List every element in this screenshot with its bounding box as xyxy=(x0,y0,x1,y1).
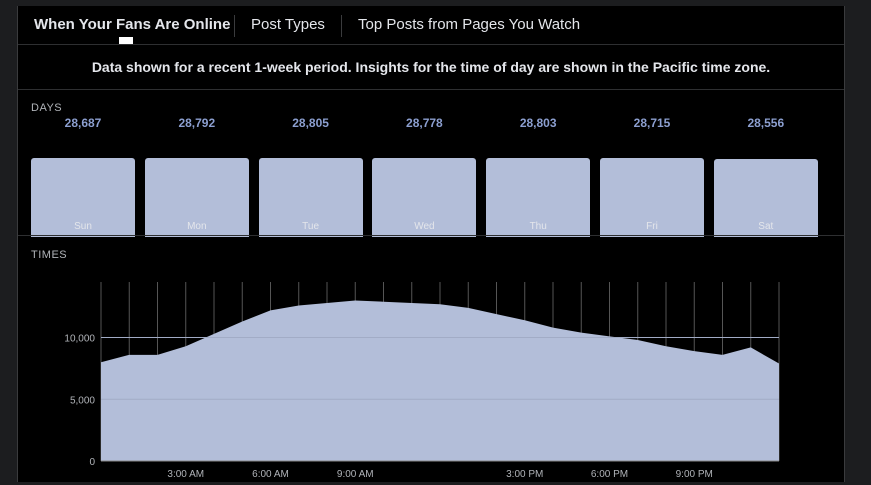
day-name-label: Fri xyxy=(646,221,658,232)
day-value-label: 28,792 xyxy=(178,116,216,130)
x-tick-label: 9:00 PM xyxy=(676,469,713,480)
day-value-label: 28,778 xyxy=(406,116,443,130)
y-tick-label: 10,000 xyxy=(64,334,95,345)
tab-separator xyxy=(341,15,342,37)
day-name-label: Wed xyxy=(414,221,435,232)
day-value-label: 28,805 xyxy=(292,116,329,130)
day-name-label: Sun xyxy=(74,221,92,232)
days-section-label: DAYS xyxy=(31,102,63,114)
active-tab-indicator xyxy=(119,37,133,44)
tab-when-fans-online[interactable]: When Your Fans Are Online xyxy=(34,16,231,33)
day-bar[interactable] xyxy=(486,158,591,237)
tab-post-types[interactable]: Post Types xyxy=(251,16,325,33)
y-tick-label: 5,000 xyxy=(70,395,95,406)
day-bar[interactable] xyxy=(372,158,477,237)
day-column-wed: 28,778 Wed xyxy=(372,114,477,240)
day-column-fri: 28,715 Fri xyxy=(600,114,704,240)
day-name-label: Thu xyxy=(529,221,547,232)
day-value-label: 28,803 xyxy=(519,116,557,130)
times-area-series xyxy=(101,300,779,461)
insights-panel: When Your Fans Are Online Post Types Top… xyxy=(17,6,845,482)
tab-separator xyxy=(234,15,235,37)
day-bar[interactable] xyxy=(600,158,704,237)
day-name-label: Sat xyxy=(758,221,774,232)
day-value-label: 28,556 xyxy=(747,116,785,130)
day-column-tue: 28,805 Tue xyxy=(258,114,363,240)
x-tick-label: 9:00 AM xyxy=(337,469,374,480)
tab-top-posts[interactable]: Top Posts from Pages You Watch xyxy=(358,16,581,33)
times-chart: 0 5,000 10,000 3:00 AM 6:00 AM 9:00 AM 3:00 PM… xyxy=(64,282,780,480)
day-bar[interactable] xyxy=(258,158,363,237)
day-column-mon: 28,792 Mon xyxy=(144,114,249,240)
day-bar[interactable] xyxy=(144,158,249,237)
x-tick-label: 3:00 PM xyxy=(506,469,543,480)
day-bar[interactable] xyxy=(31,158,135,237)
day-name-label: Mon xyxy=(187,221,207,232)
x-tick-label: 6:00 AM xyxy=(252,469,289,480)
day-value-label: 28,715 xyxy=(633,116,671,130)
y-tick-label: 0 xyxy=(89,457,95,468)
x-tick-label: 6:00 PM xyxy=(591,469,628,480)
timezone-notice: Data shown for a recent 1-week period. I… xyxy=(18,45,844,90)
tab-bar: When Your Fans Are Online Post Types Top… xyxy=(18,6,844,45)
day-name-label: Tue xyxy=(302,221,320,232)
section-divider xyxy=(18,235,844,236)
x-tick-label: 3:00 AM xyxy=(167,469,204,480)
day-column-sun: 28,687 Sun xyxy=(31,114,135,240)
day-column-sat: 28,556 Sat xyxy=(713,114,818,240)
day-value-label: 28,687 xyxy=(64,116,102,130)
times-section-label: TIMES xyxy=(31,249,68,261)
day-bar[interactable] xyxy=(713,158,818,237)
day-column-thu: 28,803 Thu xyxy=(486,114,591,240)
